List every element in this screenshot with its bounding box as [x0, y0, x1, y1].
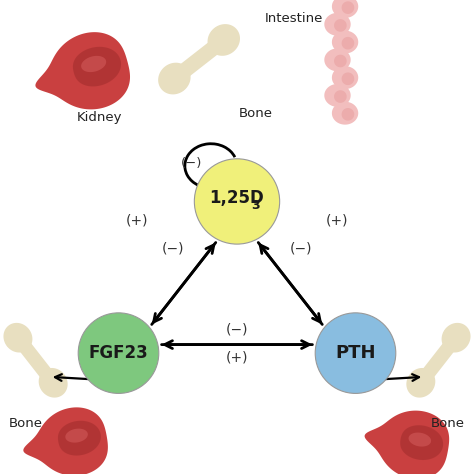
Text: Bone: Bone	[9, 417, 43, 430]
Text: (+): (+)	[226, 351, 248, 365]
Polygon shape	[165, 70, 187, 92]
Polygon shape	[332, 31, 358, 54]
Polygon shape	[409, 433, 431, 447]
Polygon shape	[342, 1, 354, 14]
Polygon shape	[334, 90, 346, 103]
Polygon shape	[400, 425, 443, 460]
Polygon shape	[65, 428, 88, 443]
Circle shape	[315, 313, 396, 393]
Text: FGF23: FGF23	[89, 344, 148, 362]
Polygon shape	[342, 37, 354, 49]
Polygon shape	[23, 407, 108, 474]
Polygon shape	[81, 56, 106, 72]
Text: (+): (+)	[325, 213, 348, 228]
Polygon shape	[211, 26, 233, 48]
Polygon shape	[332, 0, 358, 18]
Polygon shape	[342, 108, 354, 121]
Polygon shape	[3, 323, 32, 353]
Polygon shape	[442, 323, 471, 353]
Polygon shape	[158, 63, 191, 94]
Polygon shape	[413, 374, 433, 395]
Polygon shape	[39, 368, 68, 398]
Polygon shape	[334, 55, 346, 67]
Polygon shape	[73, 47, 121, 86]
Polygon shape	[332, 102, 358, 125]
Polygon shape	[334, 19, 346, 32]
Polygon shape	[58, 421, 101, 456]
Circle shape	[78, 313, 159, 393]
Polygon shape	[332, 66, 358, 89]
Polygon shape	[415, 333, 462, 387]
Polygon shape	[170, 34, 228, 84]
Text: 1,25D: 1,25D	[210, 189, 264, 207]
Polygon shape	[46, 371, 66, 391]
Polygon shape	[365, 410, 449, 474]
Polygon shape	[324, 13, 351, 36]
Text: (−): (−)	[290, 242, 312, 256]
Polygon shape	[5, 329, 26, 349]
Polygon shape	[208, 24, 240, 56]
Polygon shape	[342, 73, 354, 85]
Text: (−): (−)	[162, 242, 184, 256]
Text: Bone: Bone	[239, 107, 273, 119]
Text: (+): (+)	[126, 213, 149, 228]
Polygon shape	[12, 333, 59, 387]
Polygon shape	[324, 48, 351, 71]
Text: (−): (−)	[181, 157, 203, 170]
Circle shape	[194, 159, 280, 244]
Text: 3: 3	[251, 199, 259, 212]
Polygon shape	[36, 32, 130, 109]
Text: (−): (−)	[226, 322, 248, 337]
Text: Kidney: Kidney	[77, 111, 122, 124]
Polygon shape	[324, 84, 351, 107]
Polygon shape	[406, 368, 435, 398]
Text: PTH: PTH	[335, 344, 376, 362]
Text: Bone: Bone	[431, 417, 465, 430]
Text: Intestine: Intestine	[264, 12, 323, 25]
Polygon shape	[444, 326, 464, 346]
